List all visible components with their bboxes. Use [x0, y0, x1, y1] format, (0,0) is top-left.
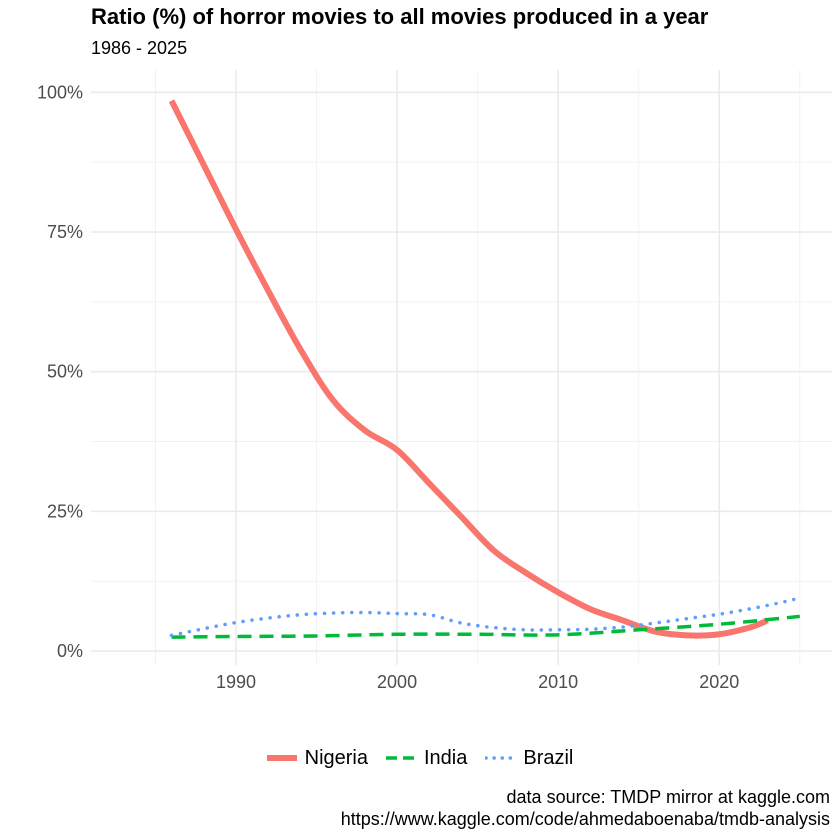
legend-key-nigeria	[266, 755, 297, 761]
legend-item-india: India	[385, 746, 468, 770]
legend: Nigeria India Brazil	[0, 744, 840, 772]
major-gridlines	[91, 70, 832, 665]
legend-label-nigeria: Nigeria	[304, 746, 368, 769]
x-tick-label: 2000	[377, 672, 417, 692]
caption-url: https://www.kaggle.com/code/ahmedaboenab…	[340, 809, 830, 829]
minor-gridlines	[91, 70, 832, 665]
y-tick-label: 75%	[47, 222, 83, 242]
legend-item-nigeria: Nigeria	[266, 746, 368, 770]
caption-data-source: data source: TMDP mirror at kaggle.com	[506, 787, 830, 807]
x-tick-label: 1990	[216, 672, 256, 692]
x-tick-label: 2020	[699, 672, 739, 692]
series-line-brazil	[169, 596, 802, 638]
chart-title: Ratio (%) of horror movies to all movies…	[91, 4, 709, 29]
y-tick-label: 25%	[47, 501, 83, 521]
legend-item-brazil: Brazil	[485, 746, 573, 770]
y-tick-label: 0%	[57, 641, 83, 661]
y-tick-label: 50%	[47, 362, 83, 382]
axis-tick-labels: 1990 2000 2010 2020 0% 25% 50% 75% 100%	[37, 82, 739, 692]
series-lines	[168, 99, 802, 639]
legend-key-india	[385, 756, 416, 760]
series-line-nigeria	[168, 99, 769, 639]
x-tick-label: 2010	[538, 672, 578, 692]
legend-label-india: India	[423, 746, 468, 769]
y-tick-label: 100%	[37, 82, 83, 102]
legend-label-brazil: Brazil	[523, 746, 574, 769]
chart-subtitle: 1986 - 2025	[91, 38, 188, 58]
legend-key-brazil	[485, 756, 516, 760]
